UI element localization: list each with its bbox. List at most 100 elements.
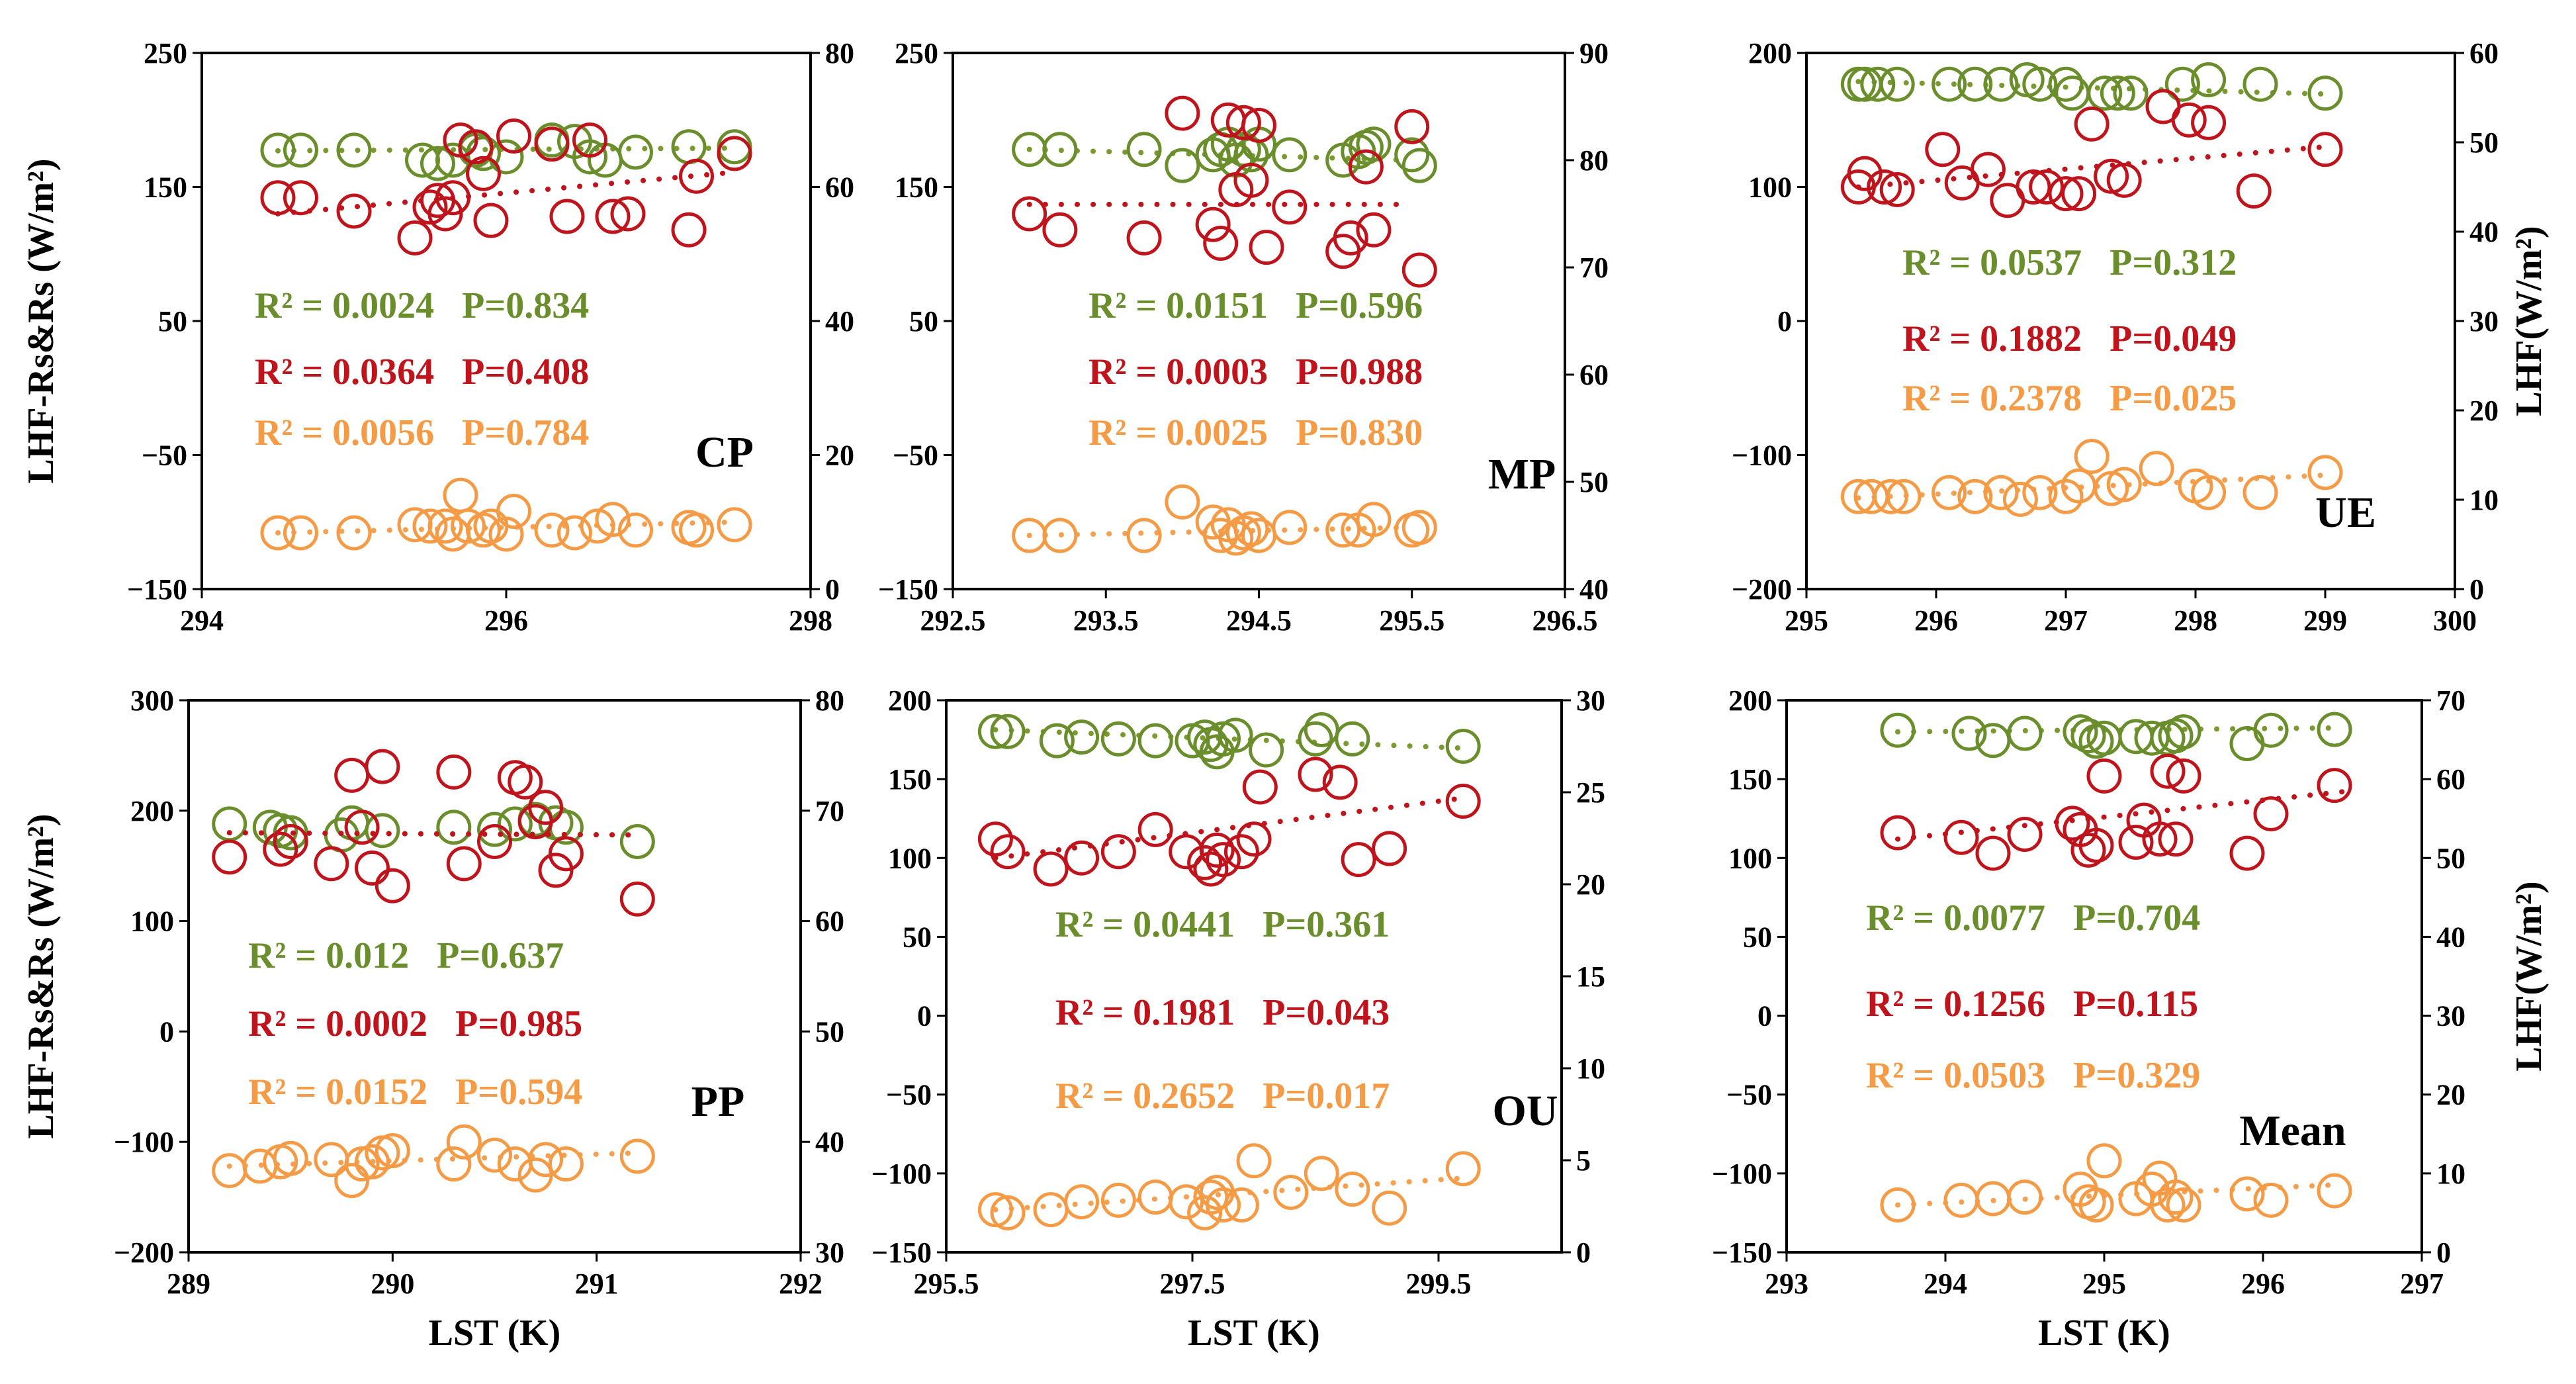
y-right-tick-label: 70 — [815, 795, 844, 827]
point-rsrs — [534, 512, 570, 548]
y-right-tick-label: 0 — [1576, 1236, 1591, 1269]
point-lhf — [572, 139, 607, 175]
y-right-tick-label: 40 — [1579, 573, 1609, 606]
point-rs — [2158, 821, 2194, 857]
point-lhf — [260, 132, 296, 168]
point-rs — [2070, 832, 2106, 868]
y-right-tick-label: 30 — [815, 1236, 844, 1269]
point-rsrs — [1335, 1172, 1370, 1207]
point-rs — [1322, 764, 1358, 800]
x-tick-label: 295.5 — [914, 1268, 979, 1300]
y-right-tick-label: 50 — [1579, 466, 1609, 498]
y-right-tick-label: 0 — [2436, 1236, 2451, 1269]
x-tick-label: 295.5 — [1379, 604, 1444, 637]
point-lhf — [2307, 75, 2343, 111]
point-lhf — [420, 146, 455, 181]
point-rsrs — [580, 508, 615, 544]
point-rs — [1970, 152, 2006, 187]
y-left-tick-label: 200 — [1748, 37, 1792, 69]
point-rsrs — [1886, 479, 1922, 514]
point-rsrs — [443, 477, 478, 513]
point-lhf — [1042, 132, 1078, 167]
y-left-tick-label: −150 — [127, 573, 187, 606]
point-lhf — [2055, 75, 2090, 111]
panel-label: OU — [1493, 1087, 1558, 1135]
y-right-tick-label: 10 — [2469, 484, 2499, 516]
point-rsrs — [2086, 1143, 2122, 1179]
panel-mp: 292.5 293.5 294.5 295.5 296.5 250 150 50 −50 −150… — [878, 37, 1609, 637]
y-right-tick-label: 50 — [2469, 126, 2499, 159]
stat-rs: R² = 0.0002 P=0.985 — [248, 1003, 582, 1044]
point-rsrs — [1873, 479, 1908, 514]
stat-rsrs: R² = 0.0503 P=0.329 — [1866, 1055, 2200, 1096]
point-rs — [2317, 768, 2352, 804]
point-rs — [1242, 769, 1278, 805]
point-rs — [2055, 806, 2090, 841]
y-right-tick-label: 80 — [815, 684, 844, 717]
x-tick-label: 294 — [1924, 1268, 1967, 1300]
point-rs — [2229, 835, 2265, 871]
point-rsrs — [2166, 1187, 2201, 1223]
point-rsrs — [618, 512, 653, 548]
point-rs — [528, 790, 564, 825]
point-rs — [1867, 169, 1902, 205]
y-right-tick-label: 80 — [1579, 144, 1609, 177]
point-rsrs — [2106, 467, 2142, 502]
y-left-tick-label: 100 — [888, 842, 932, 874]
point-rs — [1241, 107, 1276, 143]
x-tick-label: 296 — [1914, 604, 1958, 637]
point-rs — [1249, 230, 1284, 265]
point-rsrs — [375, 1133, 410, 1169]
point-rs — [2191, 105, 2227, 140]
point-lhf — [1249, 732, 1284, 768]
point-rs — [2016, 169, 2051, 205]
point-rs — [1298, 757, 1333, 792]
y-left-tick-label: 50 — [1743, 921, 1772, 953]
point-rs — [508, 764, 543, 800]
panel-pp: 289 290 291 292 300 200 100 0 −100 −200 80 70 60 50 40… — [21, 684, 844, 1354]
point-rsrs — [212, 1153, 247, 1189]
point-rs — [397, 220, 433, 255]
stat-rs: R² = 0.0003 P=0.988 — [1088, 351, 1423, 392]
y-left-tick-label: −200 — [1732, 573, 1792, 606]
panel-label: PP — [691, 1078, 745, 1126]
point-rsrs — [1100, 1182, 1136, 1218]
point-rs — [549, 199, 585, 234]
fit-line-rs — [993, 795, 1466, 861]
point-rs — [427, 196, 463, 232]
point-lhf — [2048, 66, 2084, 102]
point-lhf — [990, 714, 1026, 749]
point-rs — [443, 122, 478, 158]
point-rsrs — [2007, 1179, 2043, 1215]
y-right-tick-label: 40 — [825, 305, 854, 338]
point-rsrs — [260, 515, 296, 551]
stat-rsrs: R² = 0.2378 P=0.025 — [1902, 378, 2237, 419]
stat-rsrs: R² = 0.0056 P=0.784 — [255, 412, 589, 453]
point-rsrs — [1957, 479, 1993, 514]
y-left-tick-label: 0 — [1757, 1000, 1772, 1033]
panel-label: MP — [1488, 450, 1556, 498]
y-left-tick-label: −150 — [871, 1236, 932, 1269]
point-rs — [1033, 851, 1069, 887]
y-left-tick-label: 150 — [144, 171, 187, 204]
point-rs — [619, 881, 655, 917]
point-rs — [977, 821, 1013, 857]
point-lhf — [1304, 712, 1339, 747]
point-lhf — [1356, 126, 1392, 162]
point-lhf — [1126, 132, 1162, 167]
point-rsrs — [1325, 512, 1361, 548]
point-rs — [1012, 196, 1047, 232]
y-left-tick-label: 0 — [917, 1000, 932, 1033]
y-right-tick-label: 40 — [2436, 921, 2465, 953]
y-right-tick-label: 10 — [2436, 1158, 2465, 1190]
point-rs — [263, 831, 298, 867]
stat-lhf: R² = 0.0077 P=0.704 — [1866, 898, 2200, 939]
point-rsrs — [528, 1142, 564, 1177]
point-rs — [1165, 95, 1200, 131]
y-left-tick-label: 200 — [130, 795, 174, 827]
point-rs — [1880, 815, 1916, 851]
point-rs — [2171, 102, 2207, 138]
y-right-tick-label: 60 — [2469, 37, 2499, 69]
point-rs — [1126, 220, 1162, 255]
